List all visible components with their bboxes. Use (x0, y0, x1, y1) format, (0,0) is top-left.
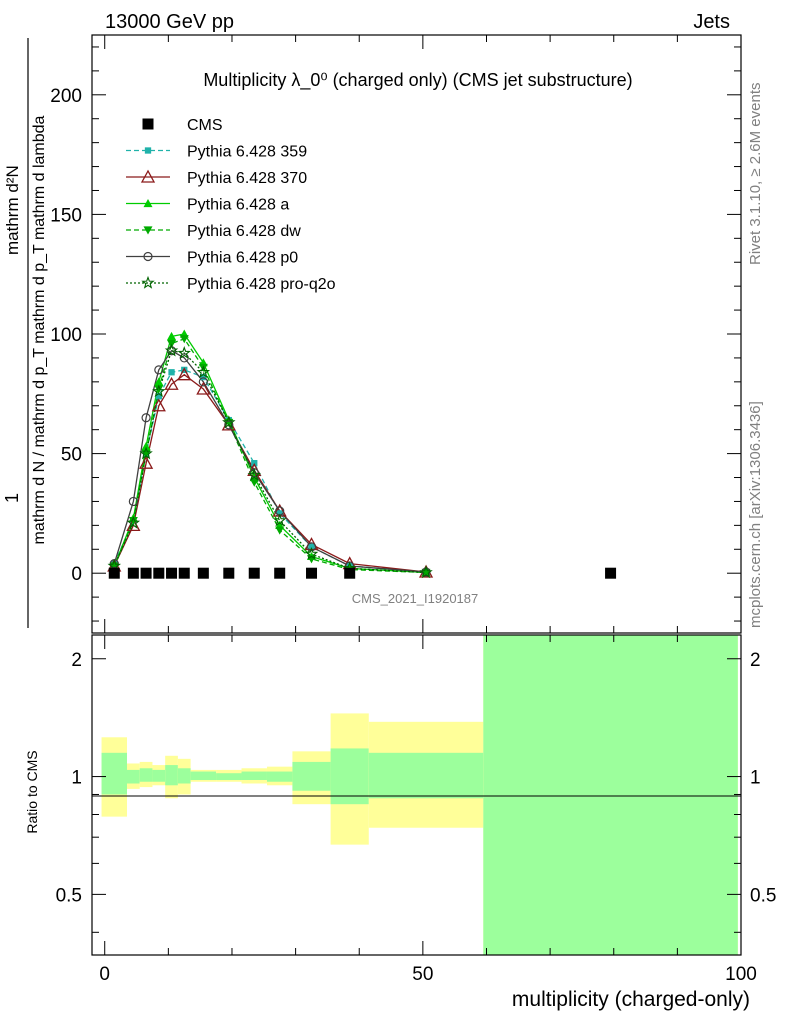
ylabel-bottom: mathrm d N / mathrm d p_T mathrm d p_T m… (31, 115, 48, 544)
series-lines (114, 334, 426, 573)
cms-point (179, 568, 190, 579)
x-tick-label: 50 (412, 964, 433, 985)
cms-point (198, 568, 209, 579)
ratio-y-tick-label-right: 0.5 (750, 885, 776, 906)
main-ylabel: 1 mathrm d²N mathrm d N / mathrm d p_T m… (2, 38, 48, 628)
cms-point (249, 568, 260, 579)
cms-point (128, 568, 139, 579)
cms-point (274, 568, 285, 579)
legend-cms-label: CMS (187, 117, 223, 134)
cms-point (306, 568, 317, 579)
y-tick-label: 200 (50, 86, 82, 107)
ratio-y-tick-label-right: 2 (750, 650, 761, 671)
legend-label-1: Pythia 6.428 370 (187, 170, 307, 187)
ratio-band-green-7 (216, 773, 241, 780)
series-0-point (168, 369, 174, 375)
series-3-point (275, 527, 284, 535)
legend-label-3: Pythia 6.428 dw (187, 223, 301, 240)
series-line-2 (114, 334, 426, 573)
cms-point (109, 568, 120, 579)
header-right: Jets (693, 11, 730, 33)
legend-label-2: Pythia 6.428 a (187, 197, 289, 214)
ratio-y-tick-label: 1 (71, 768, 82, 789)
cms-point (223, 568, 234, 579)
cms-point (166, 568, 177, 579)
rivet-label: Rivet 3.1.10, ≥ 2.6M events (747, 83, 764, 266)
ratio-band-green-10 (292, 762, 330, 791)
ratio-y-tick-label: 0.5 (56, 885, 82, 906)
x-tick-label: 0 (99, 964, 110, 985)
ratio-band-green-6 (191, 772, 216, 780)
series-line-0 (114, 370, 426, 572)
y-tick-label: 0 (71, 564, 82, 585)
ylabel-numer: mathrm d²N (3, 165, 22, 255)
ratio-band-green-2 (140, 768, 153, 781)
side-text: Rivet 3.1.10, ≥ 2.6M events mcplots.cern… (747, 83, 764, 629)
ratio-band-green-9 (267, 772, 292, 782)
watermark: CMS_2021_I1920187 (352, 591, 479, 606)
legend-cms-marker (143, 119, 154, 130)
ratio-band-green-5 (178, 768, 191, 783)
ratio-y-tick-label: 2 (71, 650, 82, 671)
series-markers (108, 330, 432, 578)
legend-label-5: Pythia 6.428 pro-q2o (187, 276, 336, 293)
y-tick-label: 150 (50, 205, 82, 226)
y-tick-label: 50 (61, 445, 82, 466)
cms-point (605, 568, 616, 579)
legend-label-0: Pythia 6.428 359 (187, 144, 307, 161)
legend-marker-0 (145, 147, 151, 153)
x-tick-label: 100 (725, 964, 757, 985)
ratio-band-green-3 (152, 770, 165, 782)
cms-point (153, 568, 164, 579)
header-left: 13000 GeV pp (105, 11, 234, 33)
chart-title: Multiplicity λ_0⁰ (charged only) (CMS je… (203, 70, 632, 91)
ratio-band-green-8 (242, 772, 267, 780)
legend-label-4: Pythia 6.428 p0 (187, 250, 298, 267)
ratio-band-green-0 (102, 753, 127, 795)
ratio-ylabel: Ratio to CMS (24, 750, 40, 833)
mcplots-label: mcplots.cern.ch [arXiv:1306.3436] (747, 401, 764, 628)
ratio-band-green-4 (165, 765, 178, 785)
ratio-band-green-12 (369, 753, 484, 798)
legend: CMS Pythia 6.428 359 Pythia 6.428 370 Pythi… (126, 117, 336, 293)
x-axis-label: multiplicity (charged-only) (512, 988, 750, 1011)
y-tick-label: 100 (50, 325, 82, 346)
ratio-bands (102, 635, 738, 955)
ratio-band-green-13 (483, 635, 738, 955)
cms-point (344, 568, 355, 579)
ratio-y-tick-label-right: 1 (750, 768, 761, 789)
ylabel-top: 1 (2, 493, 22, 503)
cms-point (141, 568, 152, 579)
figure: 13000 GeV pp Jets Rivet 3.1.10, ≥ 2.6M e… (0, 0, 786, 1024)
ratio-band-green-1 (127, 770, 140, 784)
